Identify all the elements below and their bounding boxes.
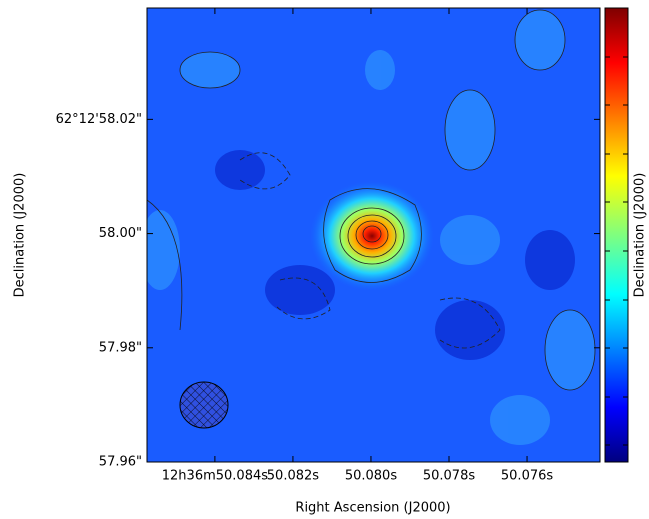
y-tick-label: 57.96" bbox=[99, 455, 142, 470]
image bbox=[147, 8, 600, 462]
x-tick-label: 50.078s bbox=[423, 469, 475, 484]
x-tick-label: 12h36m50.084s bbox=[162, 469, 268, 484]
x-axis-label: Right Ascension (J2000) bbox=[295, 501, 450, 516]
y-tick-label: 58.00" bbox=[99, 226, 142, 241]
colorbar-label: Declination (J2000) bbox=[633, 173, 648, 298]
plot-frame bbox=[146, 7, 601, 463]
y-tick-label: 57.98" bbox=[99, 340, 142, 355]
colorbar-ticks bbox=[605, 56, 628, 446]
y-tick-label: 62°12'58.02" bbox=[56, 112, 142, 127]
x-tick-label: 50.080s bbox=[345, 469, 397, 484]
y-axis-label: Declination (J2000) bbox=[13, 173, 28, 298]
x-tick-label: 50.082s bbox=[267, 469, 319, 484]
x-tick-label: 50.076s bbox=[501, 469, 553, 484]
colorbar bbox=[604, 7, 629, 463]
